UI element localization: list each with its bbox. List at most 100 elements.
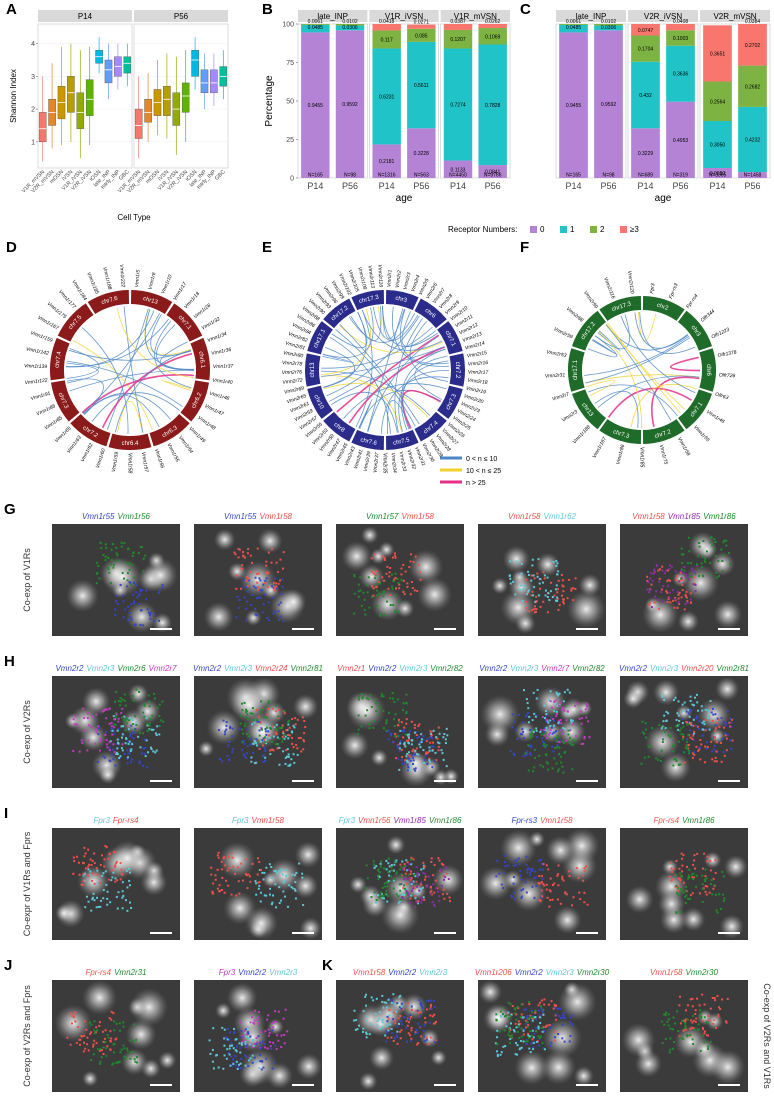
signal-dot <box>240 863 242 865</box>
signal-dot <box>429 736 431 738</box>
signal-dot <box>85 1029 87 1031</box>
signal-dot <box>434 1006 436 1008</box>
signal-dot <box>117 739 119 741</box>
signal-dot <box>76 724 78 726</box>
signal-dot <box>250 1057 252 1059</box>
signal-dot <box>91 1024 93 1026</box>
signal-dot <box>535 596 537 598</box>
signal-dot <box>409 898 411 900</box>
signal-dot <box>715 872 717 874</box>
signal-dot <box>416 734 418 736</box>
signal-dot <box>394 1038 396 1040</box>
signal-dot <box>693 1029 695 1031</box>
signal-dot <box>247 1065 249 1067</box>
signal-dot <box>434 1041 436 1043</box>
signal-dot <box>715 555 717 557</box>
signal-dot <box>545 753 547 755</box>
signal-dot <box>398 1017 400 1019</box>
signal-dot <box>273 749 275 751</box>
signal-dot <box>288 756 290 758</box>
signal-dot <box>212 893 214 895</box>
value-label: 0.3229 <box>638 151 654 157</box>
signal-dot <box>105 731 107 733</box>
signal-dot <box>94 862 96 864</box>
signal-dot <box>402 763 404 765</box>
signal-dot <box>567 734 569 736</box>
signal-dot <box>244 1041 246 1043</box>
signal-dot <box>704 561 706 563</box>
gene-label: Vmn2r80 <box>283 350 304 359</box>
signal-dot <box>287 765 289 767</box>
signal-dot <box>562 1017 564 1019</box>
signal-dot <box>555 737 557 739</box>
signal-dot <box>128 868 130 870</box>
signal-dot <box>232 748 234 750</box>
signal-dot <box>557 588 559 590</box>
signal-dot <box>680 888 682 890</box>
signal-dot <box>557 884 559 886</box>
signal-dot <box>268 552 270 554</box>
signal-dot <box>388 875 390 877</box>
signal-dot <box>384 613 386 615</box>
gene-label: Vmn1r65 <box>54 426 73 445</box>
signal-dot <box>393 718 395 720</box>
signal-dot <box>712 997 714 999</box>
signal-dot <box>526 864 528 866</box>
signal-dot <box>669 1051 671 1053</box>
signal-dot <box>405 723 407 725</box>
signal-dot <box>515 864 517 866</box>
signal-dot <box>714 724 716 726</box>
cell-blob <box>536 553 560 577</box>
signal-dot <box>366 1020 368 1022</box>
signal-dot <box>221 861 223 863</box>
signal-dot <box>433 1000 435 1002</box>
signal-dot <box>371 571 373 573</box>
gene-label: Vmn1r58 <box>676 436 691 457</box>
signal-dot <box>651 606 653 608</box>
signal-dot <box>701 562 703 564</box>
signal-dot <box>124 753 126 755</box>
signal-dot <box>126 870 128 872</box>
signal-dot <box>379 871 381 873</box>
gene-labels: Fpr3Fpr-rs4 <box>93 816 139 825</box>
gene-label: Vmn1r37 <box>213 363 234 370</box>
legend-label: n > 25 <box>466 480 486 487</box>
signal-dot <box>665 570 667 572</box>
signal-dot <box>235 1064 237 1066</box>
cell-blob <box>370 548 386 564</box>
cell-blob <box>719 914 744 939</box>
signal-dot <box>692 735 694 737</box>
signal-dot <box>550 590 552 592</box>
signal-dot <box>531 564 533 566</box>
gene-label: Vmn1r167 <box>592 436 608 459</box>
signal-dot <box>706 1022 708 1024</box>
signal-dot <box>410 1040 412 1042</box>
signal-dot <box>520 879 522 881</box>
signal-dot <box>256 745 258 747</box>
signal-dot <box>566 719 568 721</box>
signal-dot <box>224 1054 226 1056</box>
gene-name: Fpr3 <box>339 816 356 825</box>
signal-dot <box>148 694 150 696</box>
signal-dot <box>673 1041 675 1043</box>
signal-dot <box>377 874 379 876</box>
signal-dot <box>269 753 271 755</box>
signal-dot <box>423 1035 425 1037</box>
row-label: Co-exp of V2Rs and Fprs <box>22 985 32 1087</box>
signal-dot <box>420 733 422 735</box>
signal-dot <box>294 888 296 890</box>
signal-dot <box>226 755 228 757</box>
y-tick-label: 50 <box>286 99 294 106</box>
legend-label: 10 < n ≤ 25 <box>466 468 501 475</box>
signal-dot <box>95 1026 97 1028</box>
signal-dot <box>562 598 564 600</box>
x-axis-title: Cell Type <box>117 213 151 222</box>
signal-dot <box>231 852 233 854</box>
signal-dot <box>129 735 131 737</box>
signal-dot <box>270 1045 272 1047</box>
signal-dot <box>421 738 423 740</box>
signal-dot <box>260 900 262 902</box>
signal-dot <box>380 860 382 862</box>
signal-dot <box>246 752 248 754</box>
signal-dot <box>381 693 383 695</box>
